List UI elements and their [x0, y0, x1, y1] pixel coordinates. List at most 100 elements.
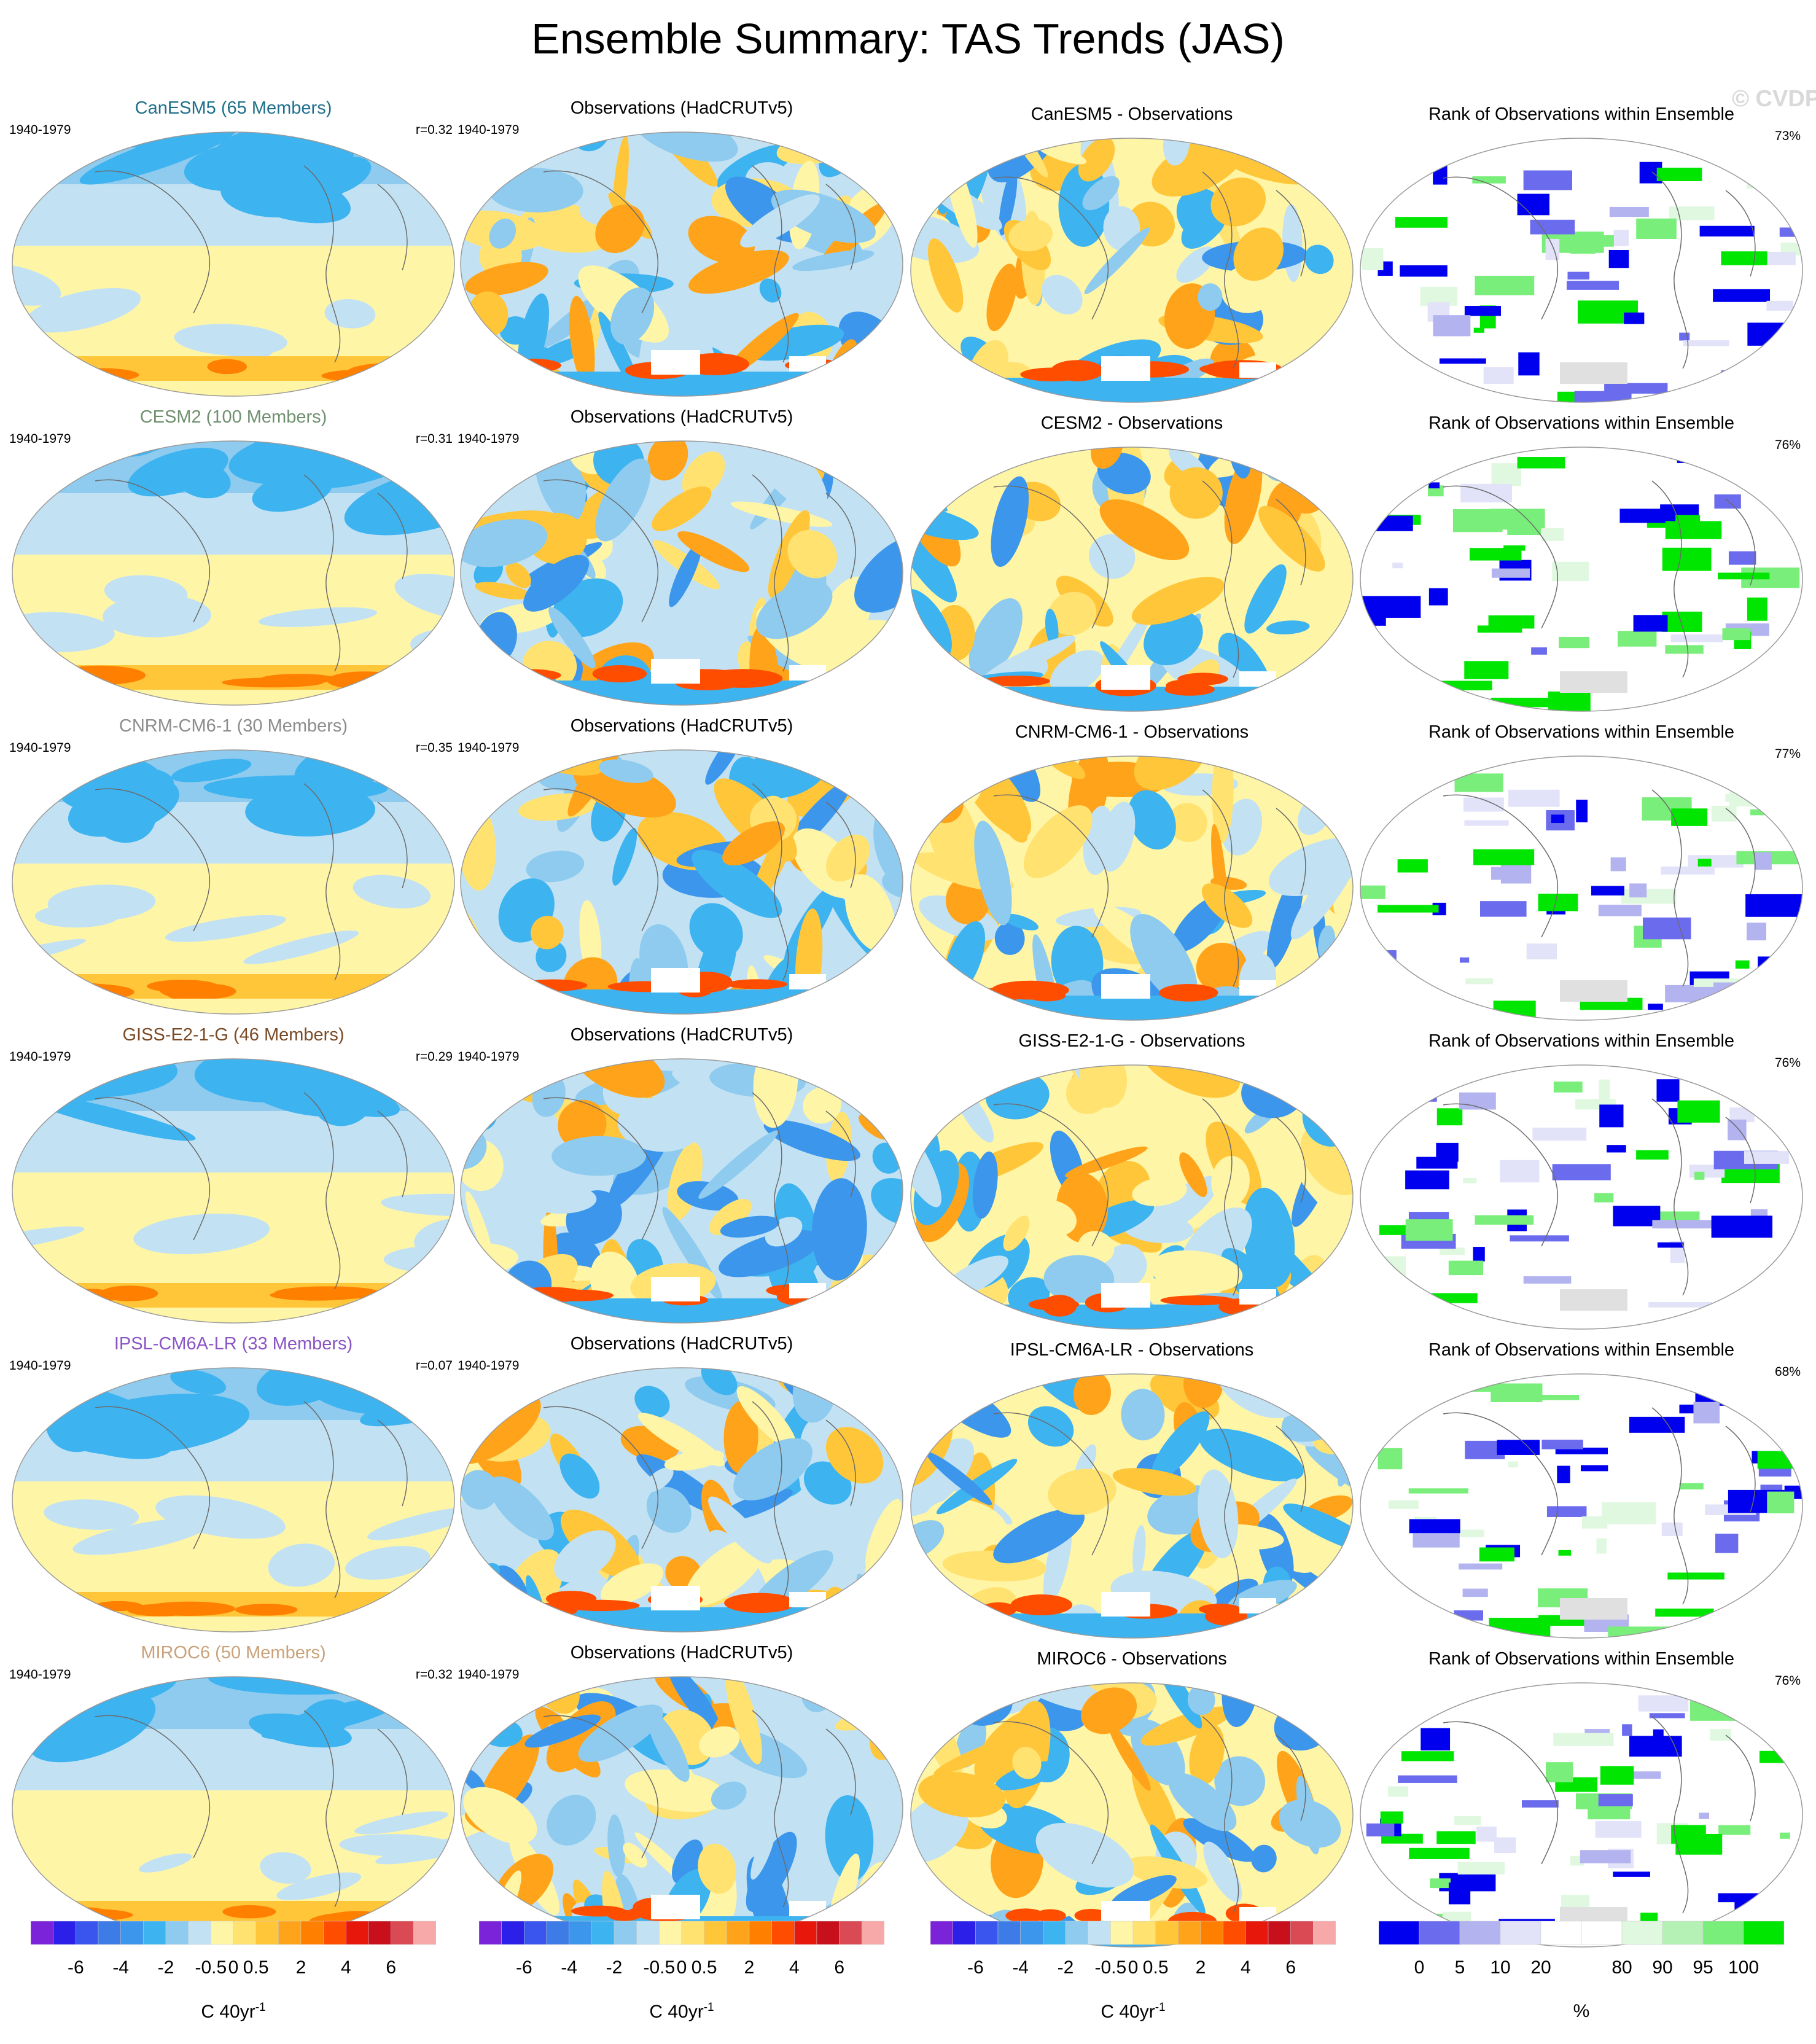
trend-colorbar-2-swatch: [794, 1921, 817, 1945]
obs-title: Observations (HadCRUTv5): [570, 1643, 793, 1663]
rank-colorbar-swatch: [1743, 1921, 1784, 1945]
model-map: [12, 1367, 455, 1632]
model-map: [12, 440, 455, 706]
trend-colorbar-2-tick-label: 6: [834, 1957, 844, 1978]
trend-unit-label: C 40yr-1: [479, 2001, 884, 2023]
rank-colorbar-swatch: [1621, 1921, 1663, 1945]
period-label: 1940-1979: [458, 432, 520, 446]
diff-panel-2: CESM2 - Observations: [908, 407, 1356, 717]
model-panel-4: GISS-E2-1-G (46 Members) 1940-1979 r=0.29: [9, 1025, 458, 1335]
diff-map: [910, 755, 1354, 1021]
trend-colorbar-2-tick-label: -4: [561, 1957, 577, 1978]
correlation-label: r=0.32: [415, 1668, 453, 1682]
trend-colorbar-1-swatch: [255, 1921, 279, 1945]
trend-colorbar-3-swatch: [1200, 1921, 1223, 1945]
period-label: 1940-1979: [458, 1359, 520, 1373]
trend-colorbar-3-swatch: [930, 1921, 953, 1945]
obs-title: Observations (HadCRUTv5): [570, 1334, 793, 1354]
obs-panel-2: Observations (HadCRUTv5) 1940-1979: [458, 407, 906, 717]
rank-percent: 68%: [1774, 1365, 1801, 1379]
trend-colorbar-2-swatch: [524, 1921, 547, 1945]
rank-panel-2: Rank of Observations within Ensemble 76%: [1357, 407, 1806, 717]
rank-colorbar-tick-label: 5: [1455, 1957, 1465, 1978]
rank-map: [1360, 755, 1803, 1021]
trend-colorbar-1-swatch: [98, 1921, 121, 1945]
correlation-label: r=0.32: [415, 123, 453, 137]
obs-map: [460, 749, 903, 1015]
trend-colorbar-3-swatch: [1313, 1921, 1336, 1945]
rank-colorbar-swatch: [1540, 1921, 1582, 1945]
rank-colorbar: 0 5 10 20 80 90 95 100%: [1379, 1909, 1784, 2041]
trend-colorbar-2-swatch: [501, 1921, 524, 1945]
obs-title: Observations (HadCRUTv5): [570, 716, 793, 736]
trend-colorbar-2: -6 -4 -2 -0.5 0 0.5 2 4 6 C 40yr-1: [479, 1909, 884, 2041]
trend-unit-label: C 40yr-1: [31, 2001, 436, 2023]
unit-exponent: -1: [703, 2001, 714, 2014]
trend-unit-label: C 40yr-1: [930, 2001, 1336, 2023]
rank-percent: 77%: [1774, 747, 1801, 761]
rank-title: Rank of Observations within Ensemble: [1428, 413, 1735, 433]
rank-panel-4: Rank of Observations within Ensemble 76%: [1357, 1025, 1806, 1335]
trend-colorbar-2-tick-label: -2: [606, 1957, 623, 1978]
trend-colorbar-1-tick-label: -2: [158, 1957, 174, 1978]
rank-panel-3: Rank of Observations within Ensemble 77%: [1357, 716, 1806, 1026]
model-map: [12, 749, 455, 1015]
trend-colorbar-1-tick-label: 2: [296, 1957, 306, 1978]
trend-colorbar-3-swatch: [953, 1921, 976, 1945]
rank-title: Rank of Observations within Ensemble: [1428, 1031, 1735, 1051]
correlation-label: r=0.31: [415, 432, 453, 446]
trend-colorbar-3-tick-label: -6: [967, 1957, 984, 1978]
trend-colorbar-3-tick-label: -0.5: [1094, 1957, 1126, 1978]
page-title: Ensemble Summary: TAS Trends (JAS): [531, 15, 1285, 63]
trend-colorbar-3-swatch: [975, 1921, 999, 1945]
rank-colorbar-swatch: [1379, 1921, 1420, 1945]
period-label: 1940-1979: [9, 741, 71, 755]
diff-map: [910, 1064, 1354, 1330]
diff-title: IPSL-CM6A-LR - Observations: [1010, 1340, 1254, 1360]
trend-colorbar-3-tick-label: 6: [1285, 1957, 1296, 1978]
diff-panel-3: CNRM-CM6-1 - Observations: [908, 716, 1356, 1026]
obs-title: Observations (HadCRUTv5): [570, 1025, 793, 1045]
rank-map: [1360, 447, 1803, 712]
rank-percent: 76%: [1774, 1674, 1801, 1688]
obs-map: [460, 1367, 903, 1632]
period-label: 1940-1979: [9, 123, 71, 137]
trend-colorbar-1-svg: -6 -4 -2 -0.5 0 0.5 2 4 6: [31, 1921, 436, 1978]
trend-colorbar-1-tick-label: -4: [112, 1957, 129, 1978]
trend-colorbar-3-swatch: [997, 1921, 1021, 1945]
rank-colorbar-tick-label: 100: [1728, 1957, 1759, 1978]
trend-colorbar-1-swatch: [278, 1921, 302, 1945]
trend-colorbar-2-swatch: [749, 1921, 772, 1945]
trend-colorbar-2-swatch: [636, 1921, 660, 1945]
period-label: 1940-1979: [458, 741, 520, 755]
trend-colorbar-2-swatch: [614, 1921, 637, 1945]
period-label: 1940-1979: [9, 1668, 71, 1682]
trend-colorbar-2-tick-label: -6: [516, 1957, 532, 1978]
watermark: © CVDP-LE: [1732, 86, 1816, 112]
model-title: CNRM-CM6-1 (30 Members): [119, 716, 348, 736]
obs-map: [460, 1676, 903, 1941]
unit-text: C 40yr: [649, 2002, 704, 2022]
trend-colorbar-3-tick-label: -2: [1058, 1957, 1074, 1978]
trend-colorbar-3-swatch: [1043, 1921, 1066, 1945]
rank-colorbar-swatch: [1459, 1921, 1501, 1945]
trend-colorbar-1-tick-label: 0: [228, 1957, 239, 1978]
trend-colorbar-1-tick-label: -6: [68, 1957, 84, 1978]
trend-colorbar-1-swatch: [211, 1921, 234, 1945]
trend-colorbar-3-tick-label: 4: [1241, 1957, 1251, 1978]
trend-colorbar-3-tick-label: 0.5: [1143, 1957, 1169, 1978]
rank-colorbar-swatch: [1419, 1921, 1460, 1945]
rank-title: Rank of Observations within Ensemble: [1428, 1340, 1735, 1360]
diff-map: [910, 1682, 1354, 1948]
trend-colorbar-2-tick-label: 4: [789, 1957, 800, 1978]
trend-colorbar-1-swatch: [233, 1921, 256, 1945]
obs-title: Observations (HadCRUTv5): [570, 407, 793, 427]
trend-colorbar-2-swatch: [727, 1921, 750, 1945]
trend-colorbar-1-swatch: [76, 1921, 99, 1945]
unit-exponent: -1: [1155, 2001, 1166, 2014]
rank-map: [1360, 1682, 1803, 1948]
correlation-label: r=0.07: [415, 1359, 453, 1373]
unit-text: C 40yr: [201, 2002, 255, 2022]
trend-colorbar-3-swatch: [1223, 1921, 1246, 1945]
trend-colorbar-1-swatch: [323, 1921, 346, 1945]
